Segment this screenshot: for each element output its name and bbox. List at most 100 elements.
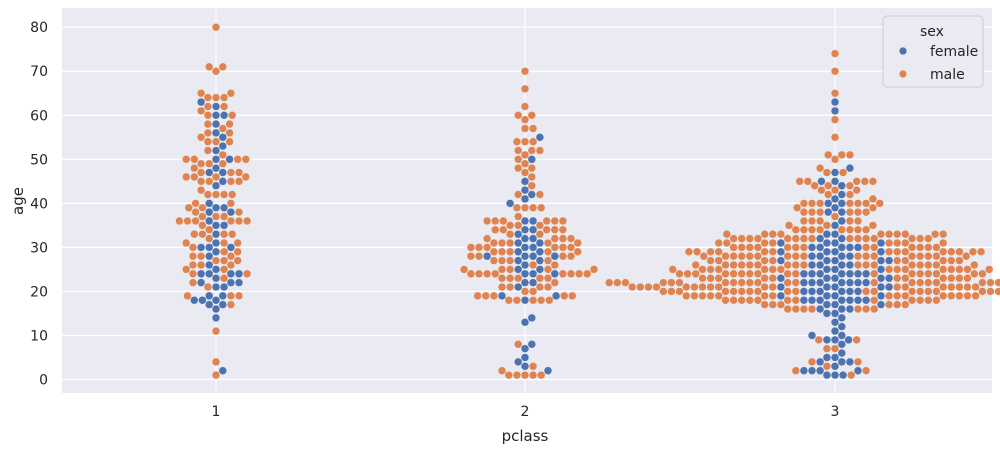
data-point-male — [817, 186, 826, 195]
data-point-male — [226, 89, 235, 98]
data-point-male — [535, 274, 544, 283]
data-point-male — [714, 238, 723, 248]
data-point-female — [520, 353, 530, 362]
data-point-male — [182, 155, 191, 164]
data-point-male — [870, 287, 879, 296]
data-point-female — [830, 318, 840, 327]
data-point-female — [816, 269, 825, 278]
data-point-male — [893, 291, 902, 300]
data-point-male — [799, 216, 808, 226]
data-point-male — [575, 269, 584, 278]
data-point-male — [745, 287, 754, 296]
data-point-female — [822, 238, 831, 248]
y-tick-label: 70 — [30, 64, 48, 80]
data-point-male — [932, 252, 941, 261]
data-point-male — [506, 221, 515, 230]
data-point-female — [885, 282, 894, 292]
data-point-female — [218, 168, 227, 177]
y-tick-label: 40 — [30, 196, 48, 212]
data-point-male — [721, 260, 730, 270]
data-point-female — [211, 313, 221, 322]
data-point-female — [837, 357, 846, 366]
data-point-male — [977, 247, 986, 256]
data-point-male — [745, 296, 754, 305]
data-point-male — [722, 230, 731, 239]
data-point-male — [558, 225, 567, 234]
data-point-female — [830, 256, 840, 265]
data-point-female — [816, 260, 825, 270]
data-point-male — [955, 256, 964, 265]
data-point-male — [220, 230, 229, 239]
data-point-male — [706, 256, 715, 265]
data-point-male — [791, 366, 800, 375]
data-point-female — [520, 243, 530, 252]
data-point-female — [211, 102, 221, 111]
data-point-male — [924, 287, 933, 296]
data-point-male — [218, 150, 227, 159]
data-point-male — [783, 243, 792, 252]
data-point-female — [205, 208, 214, 217]
data-point-male — [684, 247, 693, 256]
data-point-female — [837, 304, 846, 314]
data-point-male — [573, 238, 582, 248]
data-point-male — [203, 93, 212, 102]
data-point-female — [218, 142, 227, 151]
data-point-male — [868, 177, 877, 186]
data-point-female — [529, 234, 538, 243]
data-point-female — [514, 247, 523, 256]
data-point-male — [514, 212, 523, 221]
data-point-male — [760, 300, 769, 309]
x-tick-label: 1 — [212, 404, 221, 420]
data-point-male — [514, 190, 523, 199]
data-point-female — [830, 300, 840, 309]
data-point-male — [924, 278, 933, 287]
data-point-male — [870, 260, 879, 270]
data-point-male — [211, 93, 221, 102]
data-point-male — [535, 282, 544, 292]
data-point-male — [529, 296, 538, 305]
data-point-male — [497, 247, 507, 256]
data-point-male — [197, 106, 206, 115]
data-point-male — [514, 221, 523, 230]
data-point-female — [520, 269, 530, 278]
data-point-male — [506, 282, 515, 292]
data-point-male — [198, 212, 207, 221]
data-point-female — [543, 366, 553, 375]
data-point-male — [885, 238, 894, 248]
data-point-male — [753, 234, 762, 243]
data-point-male — [568, 291, 577, 300]
data-point-male — [583, 269, 592, 278]
data-point-male — [860, 177, 869, 186]
data-point-male — [589, 265, 599, 274]
data-point-male — [737, 243, 746, 252]
data-point-male — [197, 177, 206, 186]
data-point-female — [799, 296, 808, 305]
data-point-female — [822, 247, 831, 256]
data-point-male — [783, 260, 792, 270]
data-point-male — [939, 256, 948, 265]
data-point-male — [506, 265, 515, 274]
data-point-male — [807, 216, 817, 226]
data-point-male — [535, 221, 544, 230]
data-point-male — [243, 216, 252, 226]
data-point-female — [529, 252, 538, 261]
data-point-female — [830, 168, 840, 177]
data-point-male — [885, 230, 894, 239]
data-point-female — [520, 177, 530, 186]
data-point-male — [233, 238, 242, 248]
data-point-male — [729, 287, 738, 296]
data-point-male — [963, 282, 972, 292]
data-point-male — [968, 247, 978, 256]
data-point-male — [558, 243, 567, 252]
data-point-female — [837, 234, 846, 243]
data-point-female — [822, 300, 831, 309]
data-point-male — [537, 371, 546, 380]
data-point-male — [768, 247, 777, 256]
data-point-male — [506, 238, 515, 248]
data-point-male — [190, 230, 199, 239]
data-point-male — [188, 243, 198, 252]
data-point-male — [543, 282, 553, 292]
data-point-female — [218, 133, 227, 142]
data-point-female — [830, 309, 840, 318]
data-point-male — [729, 234, 738, 243]
